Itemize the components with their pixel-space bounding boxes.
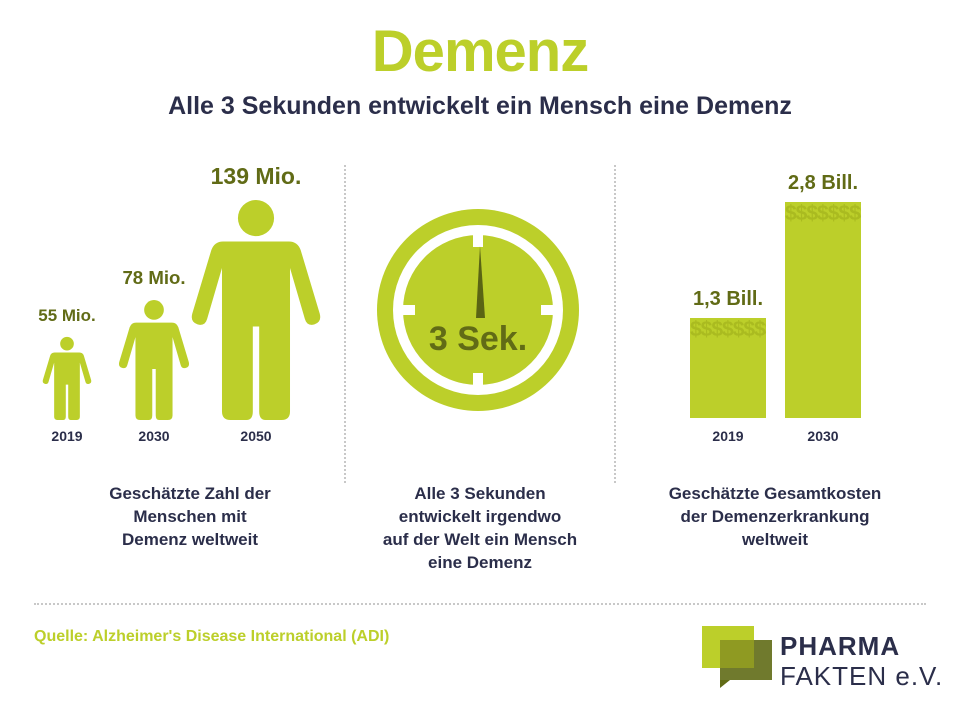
logo-text-pharma: PHARMA [780, 631, 901, 661]
panel-divider-right [614, 165, 616, 483]
people-year-label: 2030 [138, 428, 170, 444]
people-figures-svg [42, 199, 321, 420]
people-caption-line: Demenz weltweit [121, 530, 259, 549]
people-caption-line: Menschen mit [133, 507, 247, 526]
cost-bar-2030: $$$$$$$$$$$$$$$$$$$$$$$$$$$$$$$$$$$$$$$$… [785, 202, 861, 418]
footer-divider [34, 603, 926, 605]
clock-caption-line: eine Demenz [428, 553, 532, 572]
panel-divider-left [344, 165, 346, 483]
people-caption-line: Geschätzte Zahl der [109, 484, 271, 503]
cost-year-label: 2019 [712, 428, 744, 444]
clock-caption: Alle 3 Sekunden entwickelt irgendwo auf … [350, 482, 610, 574]
people-year-label: 2019 [51, 428, 83, 444]
cost-caption-line: der Demenzerkrankung [680, 507, 870, 526]
people-value-label: 139 Mio. [210, 163, 302, 189]
page-title: Demenz [371, 19, 589, 84]
source-note: Quelle: Alzheimer's Disease Internationa… [34, 628, 390, 645]
cost-bar-2019: $$$$$$$$$$$$$$$$$$$$$$$$$$$$$$$$$$$$$$$$… [690, 317, 766, 418]
clock-caption-line: Alle 3 Sekunden [414, 484, 546, 503]
cost-caption: Geschätzte Gesamtkosten der Demenzerkran… [625, 482, 925, 551]
clock-label: 3 Sek. [428, 320, 528, 358]
person-figure-2050 [191, 199, 321, 420]
people-year-label: 2050 [240, 428, 272, 444]
speech-bubble-logo-icon [702, 626, 772, 688]
person-figure-2019 [42, 336, 92, 420]
stopwatch-icon [377, 209, 579, 411]
clock-caption-line: entwickelt irgendwo [398, 507, 562, 526]
logo-text-fakten: FAKTEN e.V. [780, 661, 944, 691]
people-caption: Geschätzte Zahl der Menschen mit Demenz … [40, 482, 340, 551]
cost-caption-line: Geschätzte Gesamtkosten [668, 484, 882, 503]
cost-year-label: 2030 [807, 428, 839, 444]
people-value-label: 78 Mio. [122, 267, 186, 289]
people-value-label: 55 Mio. [38, 305, 96, 325]
clock-caption-line: auf der Welt ein Mensch [382, 530, 578, 549]
cost-caption-line: weltweit [741, 530, 809, 549]
cost-value-label: 2,8 Bill. [787, 172, 859, 194]
cost-value-label: 1,3 Bill. [692, 287, 764, 310]
page-subtitle: Alle 3 Sekunden entwickelt ein Mensch ei… [168, 92, 792, 120]
